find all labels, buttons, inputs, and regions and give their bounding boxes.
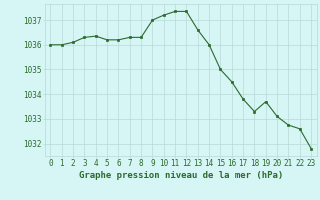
X-axis label: Graphe pression niveau de la mer (hPa): Graphe pression niveau de la mer (hPa) [79,171,283,180]
